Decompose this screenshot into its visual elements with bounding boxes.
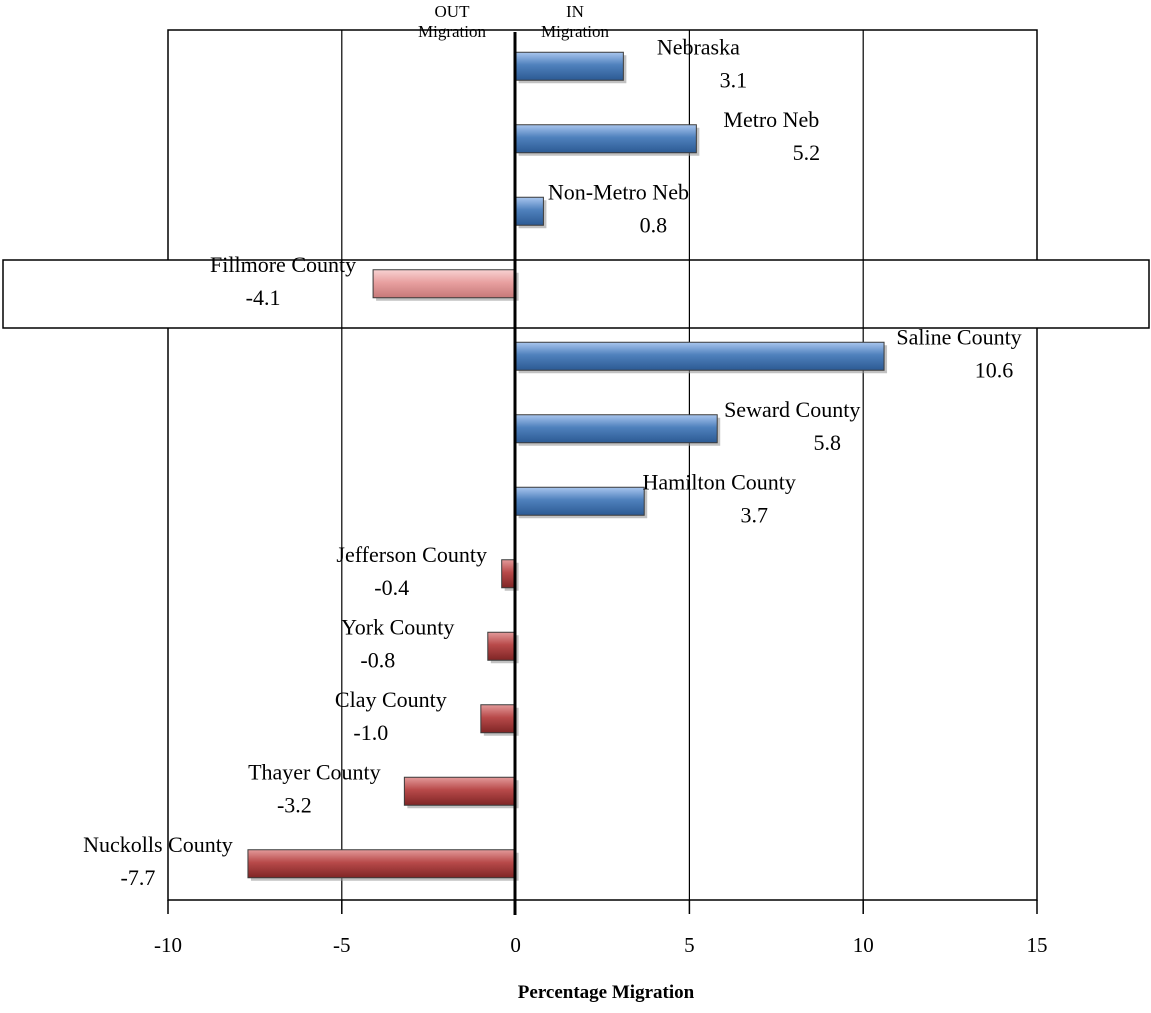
category-label: Jefferson County: [336, 542, 487, 567]
value-label: -1.0: [353, 720, 388, 745]
x-tick-label: 10: [853, 933, 874, 957]
bar-seward-county: [515, 414, 718, 444]
category-label: Fillmore County: [210, 252, 356, 277]
x-tick-label: -5: [333, 933, 351, 957]
bar-nuckolls-county: [247, 849, 517, 879]
value-label: -7.7: [121, 865, 156, 890]
x-tick-label: -10: [154, 933, 182, 957]
x-tick-label: 0: [510, 933, 521, 957]
category-label: Metro Neb: [723, 107, 819, 132]
bar-labels: Nebraska 3.1 Metro Neb 5.2 Non-Metro Neb 0.8 F…: [83, 34, 1022, 890]
category-label: Hamilton County: [643, 469, 796, 494]
value-label: 3.1: [720, 67, 748, 92]
value-label: 5.2: [793, 140, 821, 165]
category-label: Non-Metro Neb: [548, 179, 689, 204]
value-label: 5.8: [813, 430, 841, 455]
value-label: 10.6: [975, 357, 1014, 382]
x-axis-title: Percentage Migration: [518, 982, 695, 1003]
value-label: 3.7: [740, 502, 768, 527]
bar-york-county: [487, 631, 517, 661]
category-label: Thayer County: [248, 759, 381, 784]
bar-metro-neb: [515, 124, 697, 154]
value-label: -4.1: [246, 285, 281, 310]
category-label: Saline County: [896, 324, 1021, 349]
value-label: 0.8: [640, 212, 668, 237]
bars: [247, 51, 888, 881]
x-tick-labels: -10 -5 0 5 10 15: [154, 933, 1048, 957]
highlight-frame: [2, 259, 1150, 329]
bar-non-metro-neb: [515, 196, 544, 226]
in-label-line1: IN: [566, 2, 584, 21]
x-tick-label: 5: [684, 933, 695, 957]
category-label: Nuckolls County: [83, 832, 233, 857]
in-label-line2: Migration: [541, 22, 609, 41]
category-label: Nebraska: [657, 34, 740, 59]
bar-thayer-county: [403, 776, 517, 806]
value-label: -3.2: [277, 792, 312, 817]
bar-clay-county: [480, 704, 517, 734]
bar-nebraska: [515, 51, 624, 81]
value-label: -0.4: [374, 575, 409, 600]
category-label: Seward County: [724, 397, 860, 422]
bar-saline-county: [515, 341, 885, 371]
category-label: York County: [341, 614, 454, 639]
bar-hamilton-county: [515, 486, 645, 516]
value-label: -0.8: [360, 647, 395, 672]
out-label-line1: OUT: [435, 2, 471, 21]
out-label-line2: Migration: [418, 22, 486, 41]
plot-area: [167, 29, 1038, 901]
x-tick-label: 15: [1027, 933, 1048, 957]
bar-fillmore-county: [372, 269, 517, 299]
category-label: Clay County: [335, 687, 447, 712]
